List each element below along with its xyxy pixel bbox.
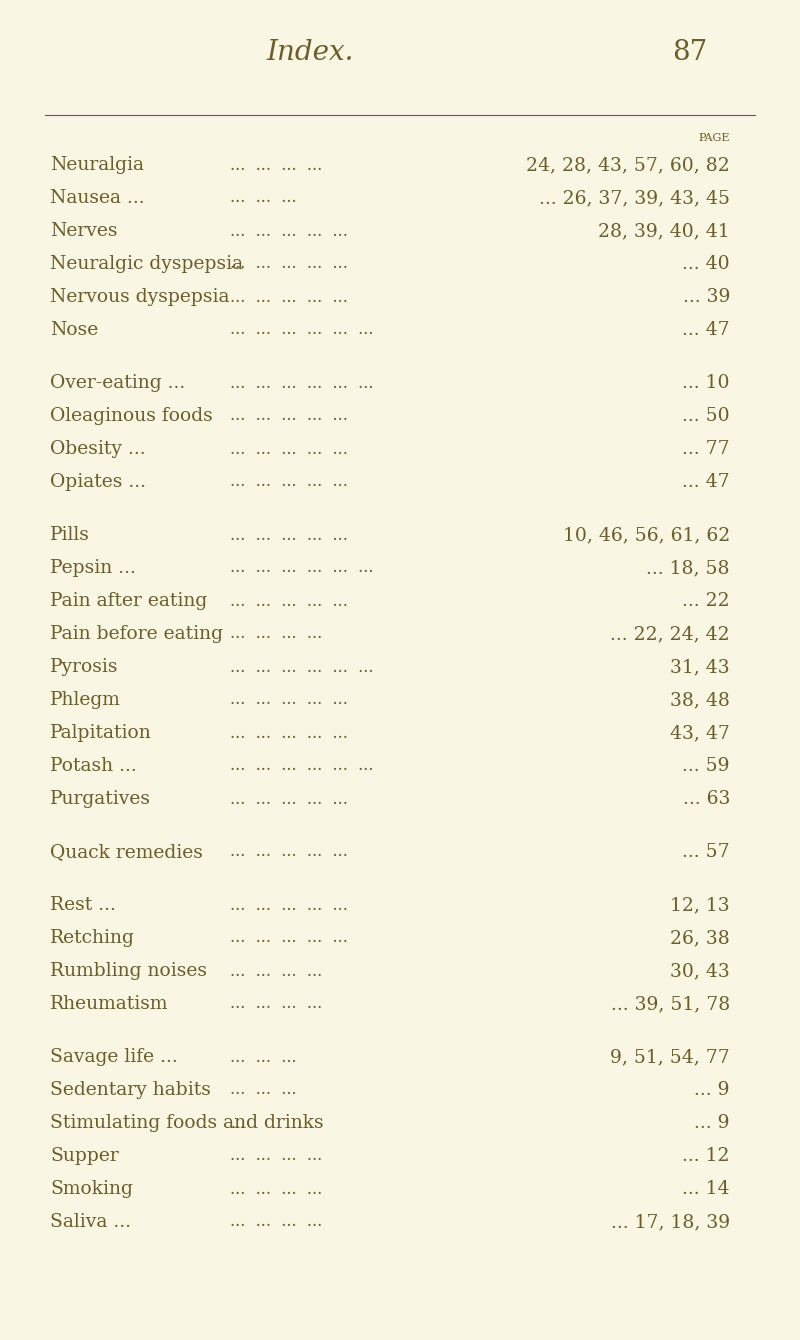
Text: PAGE: PAGE bbox=[698, 133, 730, 143]
Text: Neuralgia: Neuralgia bbox=[50, 155, 144, 174]
Text: Nose: Nose bbox=[50, 322, 98, 339]
Text: ... 63: ... 63 bbox=[682, 791, 730, 808]
Text: Stimulating foods and drinks: Stimulating foods and drinks bbox=[50, 1114, 324, 1132]
Text: ... 12: ... 12 bbox=[682, 1147, 730, 1164]
Text: 30, 43: 30, 43 bbox=[670, 962, 730, 980]
Text: Obesity ...: Obesity ... bbox=[50, 440, 146, 458]
Text: ...  ...  ...  ...  ...  ...: ... ... ... ... ... ... bbox=[230, 374, 374, 391]
Text: ... 22: ... 22 bbox=[682, 592, 730, 610]
Text: ... 17, 18, 39: ... 17, 18, 39 bbox=[611, 1213, 730, 1231]
Text: ... 9: ... 9 bbox=[694, 1081, 730, 1099]
Text: ...  ...  ...  ...: ... ... ... ... bbox=[230, 1214, 322, 1230]
Text: ...  ...  ...  ...  ...: ... ... ... ... ... bbox=[230, 725, 348, 741]
Text: ...  ...  ...  ...  ...: ... ... ... ... ... bbox=[230, 896, 348, 914]
Text: ...  ...  ...  ...  ...  ...: ... ... ... ... ... ... bbox=[230, 757, 374, 775]
Text: ... 57: ... 57 bbox=[682, 843, 730, 862]
Text: ...  ...  ...  ...  ...  ...: ... ... ... ... ... ... bbox=[230, 658, 374, 675]
Text: Supper: Supper bbox=[50, 1147, 118, 1164]
Text: 31, 43: 31, 43 bbox=[670, 658, 730, 675]
Text: 26, 38: 26, 38 bbox=[670, 929, 730, 947]
Text: Pills: Pills bbox=[50, 527, 90, 544]
Text: ... 40: ... 40 bbox=[682, 255, 730, 273]
Text: ... 18, 58: ... 18, 58 bbox=[646, 559, 730, 578]
Text: ...  ...  ...  ...: ... ... ... ... bbox=[230, 626, 322, 642]
Text: Nervous dyspepsia: Nervous dyspepsia bbox=[50, 288, 230, 306]
Text: ... 47: ... 47 bbox=[682, 473, 730, 490]
Text: Sedentary habits: Sedentary habits bbox=[50, 1081, 211, 1099]
Text: Savage life ...: Savage life ... bbox=[50, 1048, 178, 1067]
Text: ...  ...  ...  ...: ... ... ... ... bbox=[230, 1181, 322, 1198]
Text: ...  ...  ...  ...  ...: ... ... ... ... ... bbox=[230, 843, 348, 860]
Text: 10, 46, 56, 61, 62: 10, 46, 56, 61, 62 bbox=[562, 527, 730, 544]
Text: Quack remedies: Quack remedies bbox=[50, 843, 203, 862]
Text: ... 50: ... 50 bbox=[682, 407, 730, 425]
Text: Phlegm: Phlegm bbox=[50, 691, 121, 709]
Text: ... 39, 51, 78: ... 39, 51, 78 bbox=[610, 996, 730, 1013]
Text: Pain after eating: Pain after eating bbox=[50, 592, 207, 610]
Text: Rest ...: Rest ... bbox=[50, 896, 116, 914]
Text: ...  ...  ...  ...  ...: ... ... ... ... ... bbox=[230, 441, 348, 457]
Text: ... 14: ... 14 bbox=[682, 1181, 730, 1198]
Text: Over-eating ...: Over-eating ... bbox=[50, 374, 186, 393]
Text: ...  ...  ...  ...  ...: ... ... ... ... ... bbox=[230, 473, 348, 490]
Text: 43, 47: 43, 47 bbox=[670, 724, 730, 742]
Text: ...: ... bbox=[230, 1115, 246, 1131]
Text: Pepsin ...: Pepsin ... bbox=[50, 559, 136, 578]
Text: ... 47: ... 47 bbox=[682, 322, 730, 339]
Text: ... 10: ... 10 bbox=[682, 374, 730, 393]
Text: ... 39: ... 39 bbox=[682, 288, 730, 306]
Text: 28, 39, 40, 41: 28, 39, 40, 41 bbox=[598, 222, 730, 240]
Text: ...  ...  ...  ...: ... ... ... ... bbox=[230, 1147, 322, 1164]
Text: ...  ...  ...  ...  ...: ... ... ... ... ... bbox=[230, 791, 348, 808]
Text: Rumbling noises: Rumbling noises bbox=[50, 962, 207, 980]
Text: Nerves: Nerves bbox=[50, 222, 118, 240]
Text: Pyrosis: Pyrosis bbox=[50, 658, 118, 675]
Text: 12, 13: 12, 13 bbox=[670, 896, 730, 914]
Text: ...  ...  ...: ... ... ... bbox=[230, 189, 297, 206]
Text: ... 26, 37, 39, 43, 45: ... 26, 37, 39, 43, 45 bbox=[539, 189, 730, 206]
Text: 87: 87 bbox=[672, 39, 708, 66]
Text: ...  ...  ...  ...  ...: ... ... ... ... ... bbox=[230, 527, 348, 544]
Text: Smoking: Smoking bbox=[50, 1181, 133, 1198]
Text: ... 77: ... 77 bbox=[682, 440, 730, 458]
Text: Pain before eating: Pain before eating bbox=[50, 624, 223, 643]
Text: Purgatives: Purgatives bbox=[50, 791, 151, 808]
Text: 9, 51, 54, 77: 9, 51, 54, 77 bbox=[610, 1048, 730, 1067]
Text: Saliva ...: Saliva ... bbox=[50, 1213, 131, 1231]
Text: Rheumatism: Rheumatism bbox=[50, 996, 169, 1013]
Text: Neuralgic dyspepsia: Neuralgic dyspepsia bbox=[50, 255, 243, 273]
Text: ...  ...  ...  ...  ...: ... ... ... ... ... bbox=[230, 592, 348, 610]
Text: ...  ...  ...  ...: ... ... ... ... bbox=[230, 157, 322, 173]
Text: Retching: Retching bbox=[50, 929, 135, 947]
Text: 38, 48: 38, 48 bbox=[670, 691, 730, 709]
Text: ...  ...  ...: ... ... ... bbox=[230, 1081, 297, 1099]
Text: Potash ...: Potash ... bbox=[50, 757, 137, 775]
Text: ...  ...  ...  ...  ...  ...: ... ... ... ... ... ... bbox=[230, 322, 374, 339]
Text: 24, 28, 43, 57, 60, 82: 24, 28, 43, 57, 60, 82 bbox=[526, 155, 730, 174]
Text: ...  ...  ...  ...  ...: ... ... ... ... ... bbox=[230, 407, 348, 425]
Text: ...  ...  ...  ...  ...: ... ... ... ... ... bbox=[230, 288, 348, 306]
Text: Index.: Index. bbox=[266, 39, 354, 66]
Text: Palpitation: Palpitation bbox=[50, 724, 152, 742]
Text: ...  ...  ...  ...  ...  ...: ... ... ... ... ... ... bbox=[230, 560, 374, 576]
Text: ...  ...  ...  ...  ...: ... ... ... ... ... bbox=[230, 256, 348, 272]
Text: ...  ...  ...  ...: ... ... ... ... bbox=[230, 962, 322, 980]
Text: ...  ...  ...  ...  ...: ... ... ... ... ... bbox=[230, 222, 348, 240]
Text: Nausea ...: Nausea ... bbox=[50, 189, 145, 206]
Text: ...  ...  ...: ... ... ... bbox=[230, 1048, 297, 1065]
Text: ... 9: ... 9 bbox=[694, 1114, 730, 1132]
Text: ...  ...  ...  ...  ...: ... ... ... ... ... bbox=[230, 930, 348, 946]
Text: ... 22, 24, 42: ... 22, 24, 42 bbox=[610, 624, 730, 643]
Text: ... 59: ... 59 bbox=[682, 757, 730, 775]
Text: Opiates ...: Opiates ... bbox=[50, 473, 146, 490]
Text: ...  ...  ...  ...: ... ... ... ... bbox=[230, 996, 322, 1013]
Text: Oleaginous foods: Oleaginous foods bbox=[50, 407, 213, 425]
Text: ...  ...  ...  ...  ...: ... ... ... ... ... bbox=[230, 691, 348, 709]
